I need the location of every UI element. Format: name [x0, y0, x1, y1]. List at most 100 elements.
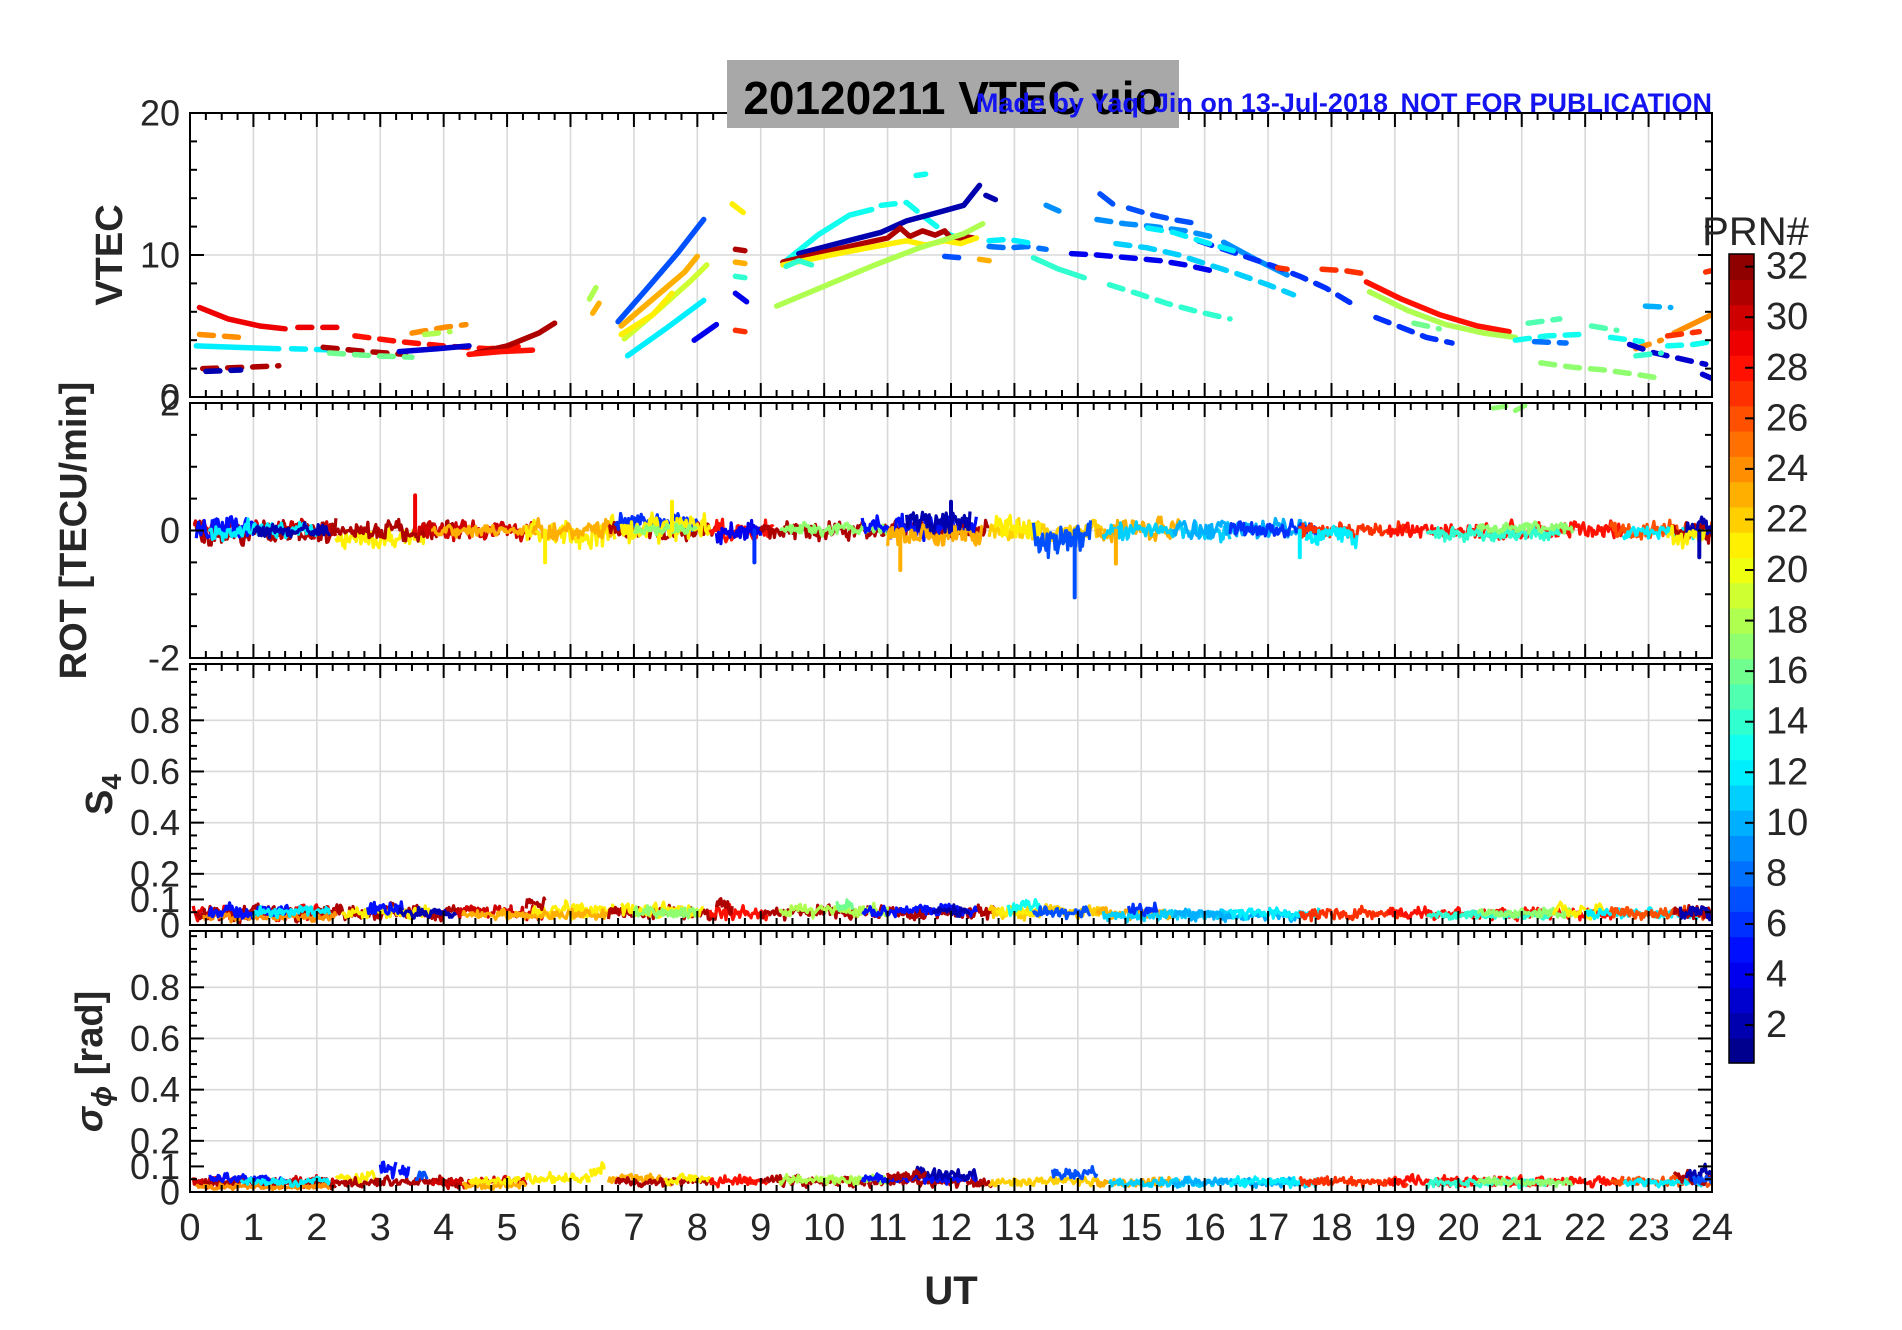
- series-s4: [191, 896, 1712, 925]
- colorbar-tick-label: 2: [1766, 1004, 1787, 1046]
- ytick-label-s4: 0.4: [130, 802, 180, 843]
- trace-prn-7: [1097, 191, 1116, 207]
- colorbar-segment: [1729, 380, 1754, 407]
- trace-prn-4: [1068, 250, 1214, 274]
- xtick-label: 10: [803, 1207, 845, 1249]
- trace-prn-17: [1512, 403, 1528, 414]
- ylabel-vtec: VTEC: [89, 204, 131, 305]
- noise-prn-28: [708, 1173, 769, 1189]
- trace-prn-13: [1607, 334, 1645, 345]
- trace-prn-7: [1125, 205, 1202, 227]
- trace-prn-28: [466, 347, 536, 358]
- figure-title: 20120211 VTEC uio: [743, 72, 1162, 124]
- ytick-label-s4: 0.2: [130, 853, 180, 894]
- xtick-label: 11: [868, 1207, 907, 1249]
- noise-prn-17: [632, 904, 699, 920]
- noise-prn-2: [912, 1165, 978, 1181]
- trace-prn-3: [396, 343, 472, 355]
- colorbar-tick-label: 14: [1766, 701, 1808, 743]
- trace-prn-31: [732, 246, 748, 254]
- trace-prn-27: [1319, 266, 1366, 277]
- trace-prn-16: [326, 350, 415, 360]
- ylabel-s4: S4: [79, 774, 127, 815]
- colorbar-tick-label: 26: [1766, 397, 1808, 439]
- ytick-label-vtec: 0: [160, 377, 180, 418]
- colorbar-segment: [1729, 734, 1754, 761]
- xaxis-label: UT: [924, 1269, 977, 1313]
- trace-prn-29: [196, 304, 288, 332]
- noise-prn-7: [1031, 520, 1093, 560]
- ytick-label-vtec: 10: [140, 235, 180, 276]
- xtick-label: 13: [993, 1207, 1035, 1249]
- trace-prn-14: [1106, 282, 1233, 322]
- noise-prn-17: [1476, 906, 1574, 920]
- trace-prn-18: [421, 328, 453, 338]
- colorbar-frame: [1728, 253, 1755, 1064]
- series-rot: [192, 403, 1712, 600]
- trace-prn-2: [796, 182, 983, 257]
- noise-prn-21: [334, 1169, 381, 1187]
- trace-prn-31: [199, 363, 282, 372]
- ytick-label-sigma: 0.1: [130, 1146, 180, 1187]
- noise-prn-7: [1031, 905, 1092, 921]
- noise-prn-21: [664, 1172, 712, 1187]
- noise-prn-28: [1387, 518, 1625, 541]
- noise-prn-5: [861, 902, 978, 919]
- xtick-label: 0: [179, 1207, 200, 1249]
- grid-sigma: [190, 931, 1712, 1192]
- trace-prn-23: [732, 259, 748, 267]
- xtick-label: 5: [497, 1207, 518, 1249]
- xtick-label: 7: [623, 1207, 644, 1249]
- panel-rot: -2 0 2 ROT [TECU/min]: [53, 382, 1713, 679]
- colorbar-segment: [1729, 582, 1754, 609]
- xtick-label: 4: [433, 1207, 454, 1249]
- xtick-label: 18: [1310, 1207, 1352, 1249]
- trace-prn-2: [203, 367, 244, 375]
- series-sigma: [191, 1160, 1712, 1192]
- trace-prn-27: [1664, 328, 1703, 339]
- colorbar-segment: [1729, 886, 1754, 912]
- noise-prn-21: [467, 1175, 522, 1186]
- colorbar-tick-label: 32: [1766, 246, 1808, 288]
- xtick-label: 14: [1057, 1207, 1099, 1249]
- noise-prn-5: [366, 900, 404, 916]
- trace-prn-17: [1490, 403, 1509, 411]
- xtick-label: 1: [243, 1207, 264, 1249]
- trace-prn-12: [986, 236, 1037, 247]
- noise-prn-21: [993, 513, 1042, 540]
- noise-prn-23: [430, 523, 541, 539]
- xtick-label: 9: [750, 1207, 771, 1249]
- trace-prn-23: [589, 300, 602, 316]
- noise-prn-31: [714, 897, 734, 916]
- ytick-label-sigma: 0.2: [130, 1120, 180, 1161]
- colorbar-tick-label: 24: [1766, 448, 1808, 490]
- panel-vtec: 0 10 20 VTEC: [89, 93, 1713, 418]
- trace-prn-12: [1144, 225, 1236, 254]
- colorbar-tick-label: 30: [1766, 296, 1808, 338]
- trace-prn-3: [1626, 341, 1709, 368]
- noise-prn-5: [378, 1160, 398, 1180]
- noise-prn-16: [835, 898, 855, 912]
- trace-prn-12: [624, 297, 707, 359]
- xtick-label: 8: [687, 1207, 708, 1249]
- ticks-rot: [189, 402, 1713, 659]
- trace-prn-31: [320, 344, 409, 358]
- trace-prn-14: [1633, 350, 1665, 359]
- noise-prn-23: [461, 907, 541, 921]
- noise-prn-21: [588, 1161, 606, 1178]
- noise-prn-17: [1476, 1176, 1574, 1189]
- colorbar-title: PRN#: [1702, 210, 1809, 254]
- trace-prn-6: [1373, 314, 1455, 346]
- noise-prn-12: [1228, 1175, 1320, 1190]
- trace-prn-31: [472, 320, 558, 356]
- trace-prn-23: [618, 253, 701, 329]
- trace-prn-2: [983, 192, 999, 203]
- colorbar-tick-label: 20: [1766, 549, 1808, 591]
- trace-prn-14: [732, 273, 748, 281]
- colorbar-segment: [1729, 936, 1754, 963]
- trace-prn-4: [732, 290, 750, 305]
- trace-prn-10: [1642, 303, 1674, 311]
- colorbar-tick-label: 22: [1766, 498, 1808, 540]
- trace-prn-14: [783, 257, 815, 270]
